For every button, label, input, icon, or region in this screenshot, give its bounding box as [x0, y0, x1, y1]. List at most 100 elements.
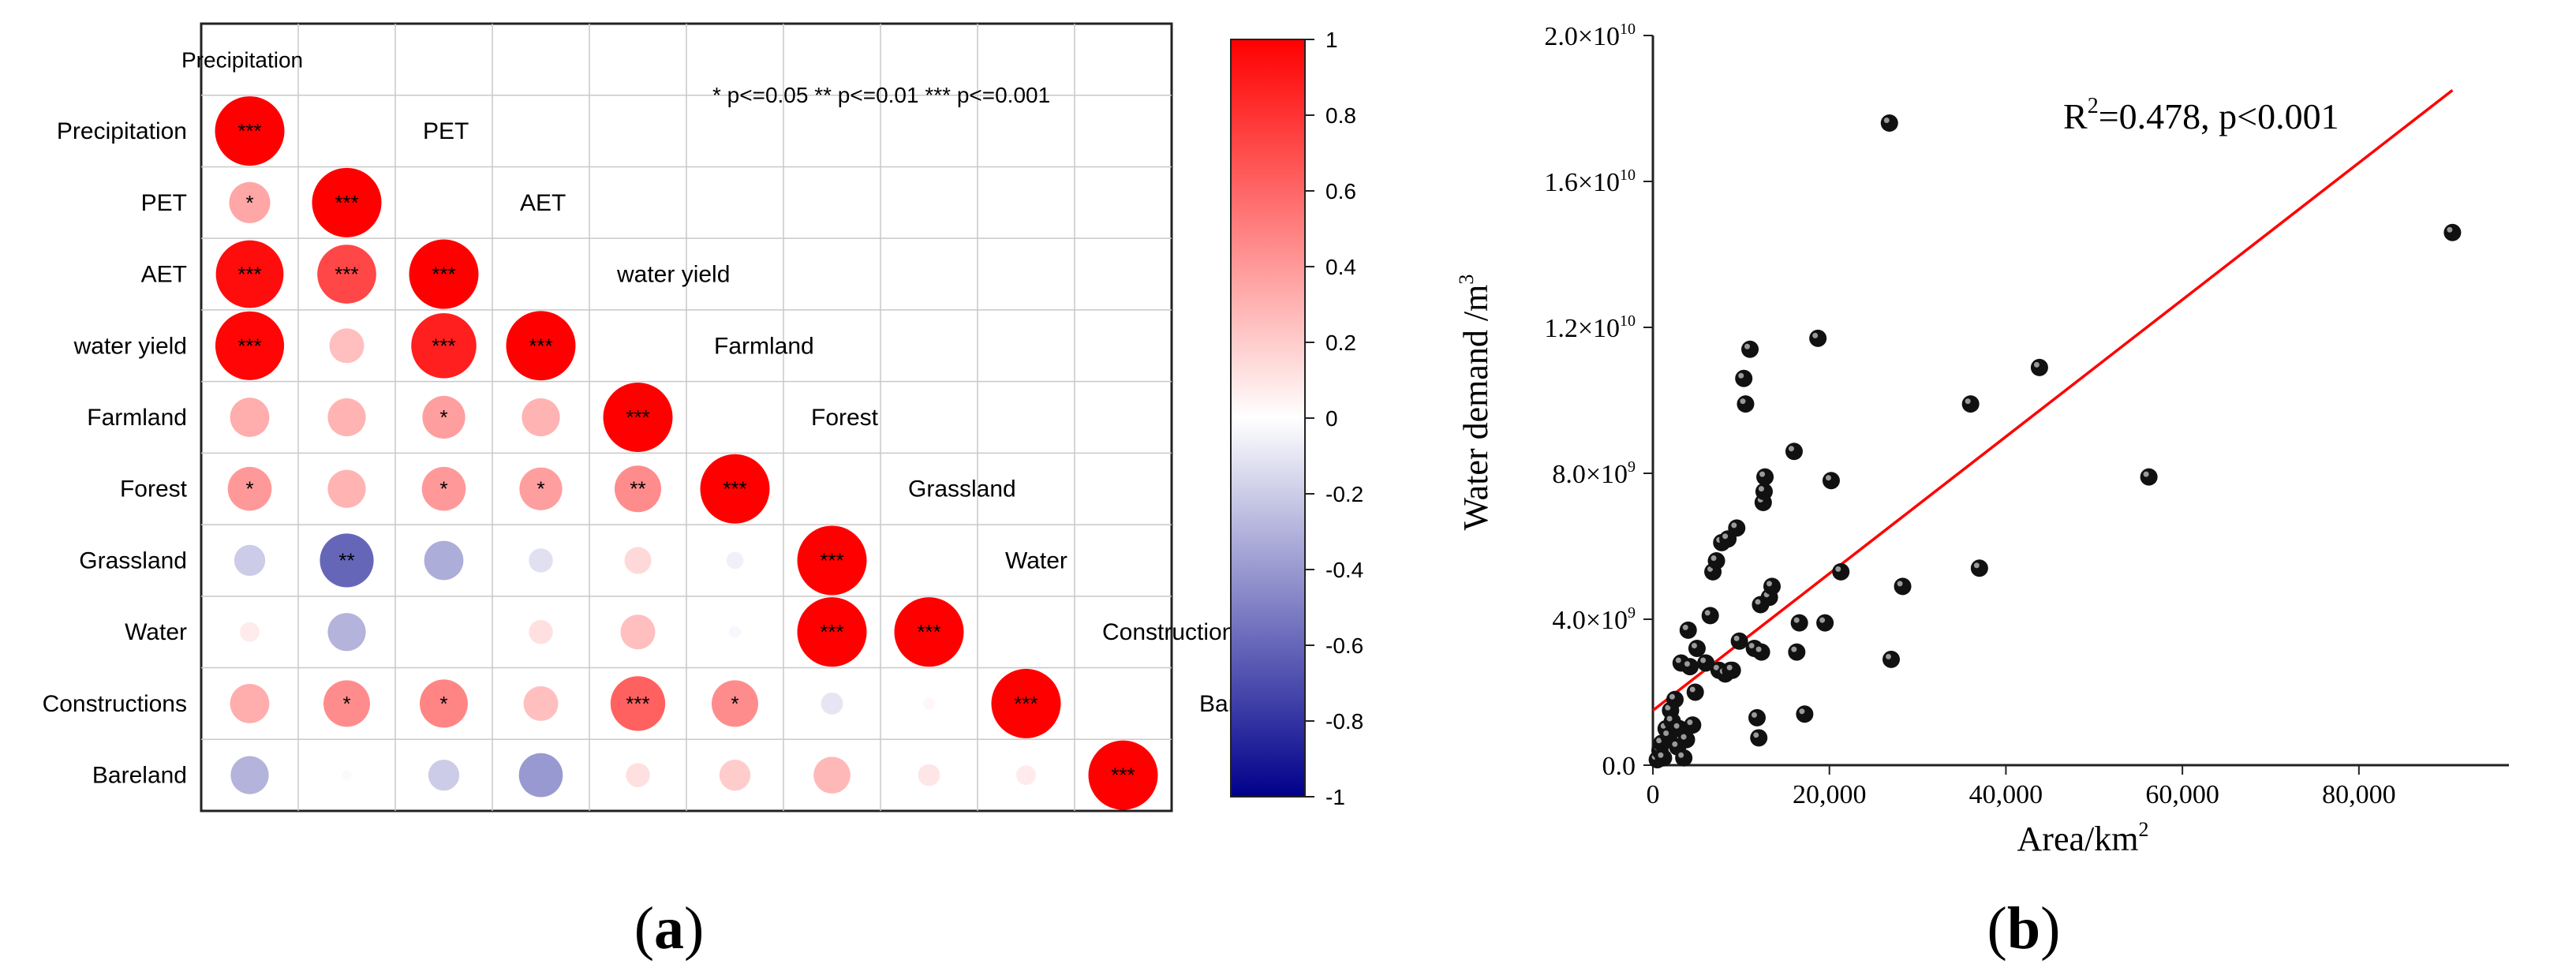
data-point-highlight: [1791, 646, 1797, 652]
correlation-circle: [603, 383, 673, 452]
data-point-highlight: [1897, 581, 1903, 587]
data-point: [1796, 705, 1814, 723]
diagonal-label: Forest: [811, 405, 879, 431]
significance-mark: *: [439, 405, 447, 429]
significance-mark: *: [537, 477, 544, 501]
data-point-highlight: [1704, 610, 1710, 616]
correlation-circle: [519, 467, 563, 510]
data-point-highlight: [1678, 752, 1684, 758]
correlation-circle: [728, 626, 742, 638]
correlation-circle: [610, 676, 666, 731]
data-point: [1654, 749, 1673, 767]
data-point: [1686, 683, 1704, 701]
correlation-circle: [227, 466, 272, 511]
colorbar-tick-label: -0.2: [1325, 482, 1363, 506]
panel-b-caption: (b): [1987, 895, 2061, 962]
row-label: Water: [125, 619, 187, 645]
correlation-circle: [523, 685, 559, 721]
data-point: [1809, 329, 1827, 347]
data-point-highlight: [1675, 657, 1681, 663]
data-point-highlight: [1665, 704, 1671, 711]
significance-mark: ***: [1014, 692, 1038, 715]
data-point: [1816, 614, 1834, 632]
colorbar: [1230, 39, 1306, 798]
row-label: Grassland: [79, 547, 187, 573]
colorbar-tick-label: 0: [1325, 406, 1338, 431]
significance-mark: ***: [335, 191, 358, 215]
data-point-highlight: [1758, 486, 1764, 492]
correlation-circle: [234, 544, 266, 577]
data-point: [1882, 650, 1901, 668]
data-point-highlight: [1687, 719, 1693, 726]
data-point-highlight: [1973, 562, 1980, 569]
correlation-grid: [201, 24, 1172, 811]
correlation-circle: [312, 167, 382, 237]
significance-mark: ***: [820, 620, 843, 644]
data-point-highlight: [1799, 708, 1805, 715]
fit-annotation: R2=0.478, p<0.001: [2063, 94, 2339, 136]
data-point-highlight: [1883, 118, 1890, 123]
row-label: Constructions: [43, 691, 187, 717]
data-point: [1666, 690, 1684, 708]
correlation-circle: [506, 311, 576, 381]
data-point: [1723, 661, 1741, 679]
diagonal-label: Farmland: [714, 333, 814, 359]
data-point-highlight: [1835, 566, 1841, 572]
y-tick-label: 0.0: [1602, 752, 1636, 781]
significance-mark: ***: [1111, 764, 1135, 787]
diagonal-label: Grassland: [908, 476, 1016, 502]
data-point: [1763, 577, 1782, 596]
data-point: [1750, 729, 1768, 747]
correlation-circle: [424, 540, 464, 581]
correlation-circle: [240, 622, 260, 642]
data-point: [1785, 443, 1803, 461]
significance-mark: ***: [432, 334, 455, 357]
data-point-highlight: [1748, 643, 1755, 648]
row-label: AET: [141, 262, 187, 288]
data-point-highlight: [1673, 723, 1680, 729]
y-axis-label: Water demand /m3: [1455, 275, 1495, 531]
colorbar-tick-label: -1: [1325, 785, 1345, 809]
data-point-highlight: [1663, 730, 1669, 736]
data-point-highlight: [1819, 617, 1826, 623]
data-point: [1748, 708, 1766, 727]
scatter-points: [1648, 114, 2462, 769]
row-label: Bareland: [92, 763, 187, 789]
correlation-circle: [711, 680, 759, 727]
data-point-highlight: [1886, 653, 1892, 659]
data-point: [1756, 468, 1774, 486]
correlation-circle: [443, 630, 445, 633]
data-point: [1737, 395, 1755, 413]
correlation-circle: [821, 692, 843, 715]
regression-line: [1651, 88, 2454, 712]
correlation-circle: [327, 613, 366, 652]
data-point: [1961, 395, 1980, 413]
data-point-highlight: [1793, 617, 1800, 623]
data-point-highlight: [1965, 398, 1971, 405]
data-point: [1728, 519, 1746, 537]
correlation-circle: [317, 245, 376, 304]
data-point: [1679, 621, 1697, 639]
correlation-circle: [422, 395, 465, 439]
significance-mark: ***: [917, 620, 940, 644]
significance-mark: *: [342, 692, 350, 715]
correlation-circle: [215, 96, 285, 166]
data-point-highlight: [1812, 332, 1819, 338]
colorbar-tick-label: 0.8: [1325, 103, 1356, 128]
row-labels: Precipitation PET AET water yield Farmland Fo…: [43, 118, 188, 789]
correlation-circle: [626, 763, 650, 787]
data-point: [1675, 749, 1693, 767]
data-point: [1741, 340, 1759, 358]
correlation-circle: [428, 759, 460, 791]
data-point-highlight: [1731, 522, 1737, 529]
data-point-highlight: [1733, 635, 1740, 641]
correlation-circle: [922, 697, 936, 710]
correlation-circle: [624, 547, 652, 574]
correlation-circle: [320, 533, 374, 588]
x-tick-label: 40,000: [1969, 780, 2043, 809]
correlation-circle: [215, 311, 285, 380]
data-point-highlight: [1726, 664, 1733, 671]
data-point-highlight: [1658, 752, 1664, 758]
data-point-highlight: [1684, 661, 1690, 667]
data-point-highlight: [2447, 226, 2453, 233]
